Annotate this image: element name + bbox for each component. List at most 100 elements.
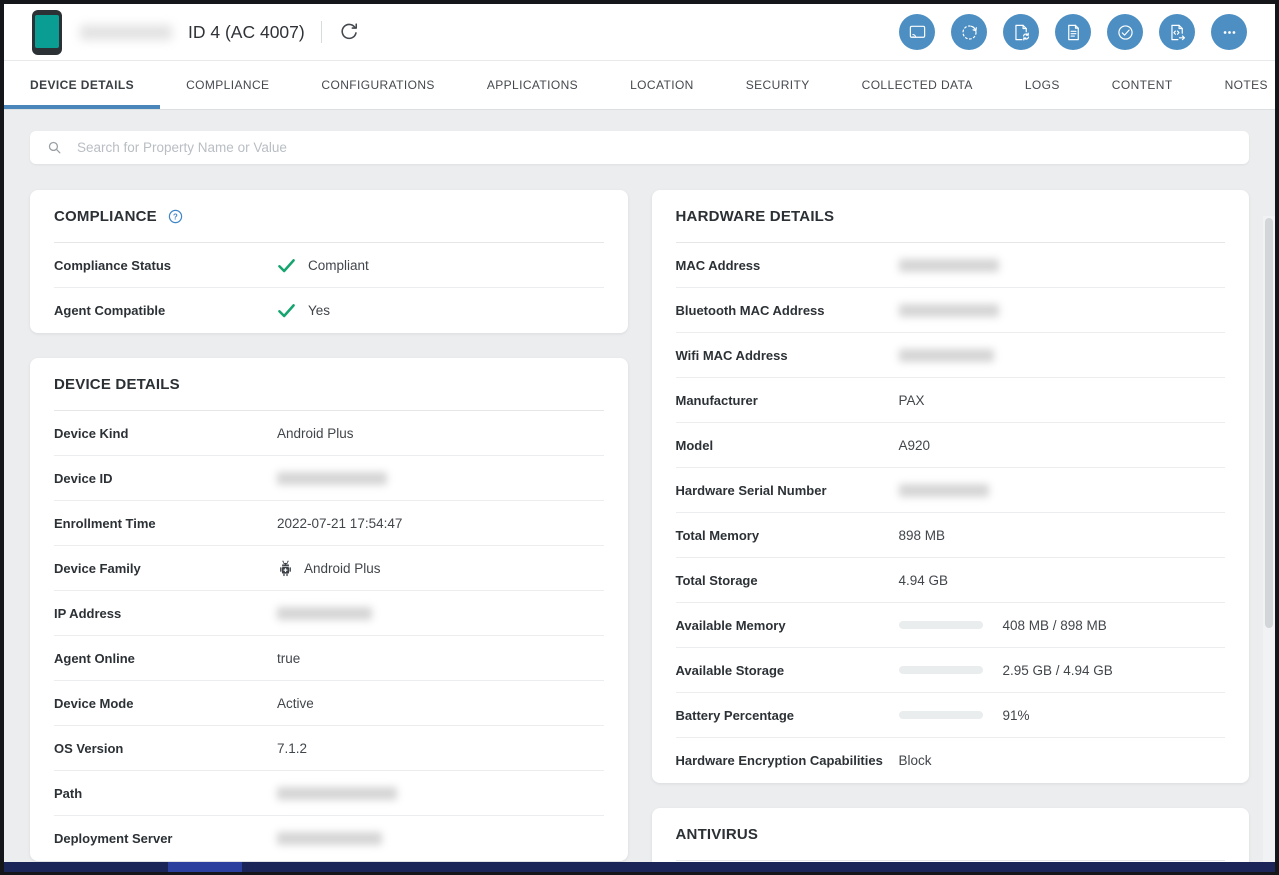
right-column: HARDWARE DETAILS MAC Address Bluetooth MAC… xyxy=(652,190,1250,862)
left-column: COMPLIANCE?Compliance StatusCompliantAge… xyxy=(30,190,628,862)
card-title: HARDWARE DETAILS xyxy=(676,190,1226,243)
property-value xyxy=(899,304,999,317)
device-header: ID 4 (AC 4007) xyxy=(4,4,1275,61)
redacted-value xyxy=(899,304,999,317)
vertical-scrollbar[interactable] xyxy=(1263,216,1275,862)
page-title: ID 4 (AC 4007) xyxy=(188,22,305,43)
tab-logs[interactable]: LOGS xyxy=(999,61,1086,109)
property-row: Available Memory408 MB / 898 MB xyxy=(676,603,1226,648)
redacted-value xyxy=(899,484,989,497)
property-label: Agent Online xyxy=(54,651,277,666)
redacted-value xyxy=(899,349,994,362)
send-script-icon xyxy=(1168,23,1187,42)
smartphone-icon xyxy=(32,10,62,55)
property-row: Bluetooth MAC Address xyxy=(676,288,1226,333)
android-icon xyxy=(277,559,294,578)
property-search xyxy=(30,131,1249,164)
property-label: Device Kind xyxy=(54,426,277,441)
card-device-details: DEVICE DETAILSDevice KindAndroid PlusDev… xyxy=(30,358,628,861)
tab-location[interactable]: LOCATION xyxy=(604,61,720,109)
check-in-button[interactable] xyxy=(951,14,987,50)
property-value: 91% xyxy=(899,708,1030,723)
tab-security[interactable]: SECURITY xyxy=(720,61,836,109)
property-value xyxy=(277,787,397,800)
redacted-value xyxy=(899,259,999,272)
remote-view-button[interactable] xyxy=(899,14,935,50)
property-row: Wifi MAC Address xyxy=(676,333,1226,378)
property-row: Path xyxy=(54,771,604,816)
property-row: Enrollment Time2022-07-21 17:54:47 xyxy=(54,501,604,546)
device-tabs: DEVICE DETAILSCOMPLIANCECONFIGURATIONSAP… xyxy=(4,61,1275,110)
property-row: Deployment Server xyxy=(54,816,604,861)
property-row: Device FamilyAndroid Plus xyxy=(54,546,604,591)
tab-notes[interactable]: NOTES xyxy=(1199,61,1275,109)
scrollbar-thumb[interactable] xyxy=(1265,218,1273,628)
send-script-button[interactable] xyxy=(1159,14,1195,50)
check-circle-button[interactable] xyxy=(1107,14,1143,50)
property-label: Device ID xyxy=(54,471,277,486)
property-value: 2022-07-21 17:54:47 xyxy=(277,516,402,531)
device-name-redacted xyxy=(80,25,172,40)
property-label: MAC Address xyxy=(676,258,899,273)
redacted-value xyxy=(277,607,372,620)
property-value xyxy=(899,349,994,362)
header-divider xyxy=(321,21,322,43)
tab-compliance[interactable]: COMPLIANCE xyxy=(160,61,295,109)
check-icon xyxy=(277,303,296,318)
property-value: 898 MB xyxy=(899,528,946,543)
property-label: Deployment Server xyxy=(54,831,277,846)
property-value xyxy=(277,832,382,845)
help-icon[interactable]: ? xyxy=(167,208,184,225)
property-row: Total Memory898 MB xyxy=(676,513,1226,558)
property-label: Bluetooth MAC Address xyxy=(676,303,899,318)
property-value xyxy=(277,472,387,485)
property-value: Yes xyxy=(277,303,330,318)
property-label: Enrollment Time xyxy=(54,516,277,531)
search-input[interactable] xyxy=(77,140,1233,155)
device-details-panel: COMPLIANCE?Compliance StatusCompliantAge… xyxy=(4,110,1275,862)
file-sync-button[interactable] xyxy=(1003,14,1039,50)
property-label: IP Address xyxy=(54,606,277,621)
app-window: ID 4 (AC 4007) DEVICE DETAILSCOMPLIANCEC… xyxy=(4,4,1275,862)
remote-view-icon xyxy=(908,23,927,42)
tab-device-details[interactable]: DEVICE DETAILS xyxy=(4,61,160,109)
property-label: Device Mode xyxy=(54,696,277,711)
tab-configurations[interactable]: CONFIGURATIONS xyxy=(295,61,460,109)
property-value: A920 xyxy=(899,438,931,453)
card-title: COMPLIANCE? xyxy=(54,190,604,243)
property-row: OS Version7.1.2 xyxy=(54,726,604,771)
more-options-icon xyxy=(1220,23,1239,42)
property-value: 4.94 GB xyxy=(899,573,949,588)
redacted-value xyxy=(277,832,382,845)
tab-content[interactable]: CONTENT xyxy=(1086,61,1199,109)
report-button[interactable] xyxy=(1055,14,1091,50)
header-actions xyxy=(883,14,1247,50)
tab-collected-data[interactable]: COLLECTED DATA xyxy=(836,61,999,109)
property-row: Hardware Serial Number xyxy=(676,468,1226,513)
more-options-button[interactable] xyxy=(1211,14,1247,50)
check-in-icon xyxy=(960,23,979,42)
refresh-icon[interactable] xyxy=(338,21,360,43)
property-value: 7.1.2 xyxy=(277,741,307,756)
card-title: DEVICE DETAILS xyxy=(54,358,604,411)
tab-applications[interactable]: APPLICATIONS xyxy=(461,61,604,109)
property-row: ModelA920 xyxy=(676,423,1226,468)
property-label: Wifi MAC Address xyxy=(676,348,899,363)
property-label: Device Family xyxy=(54,561,277,576)
property-row: IP Address xyxy=(54,591,604,636)
property-row: MAC Address xyxy=(676,243,1226,288)
file-sync-icon xyxy=(1012,23,1031,42)
card-hardware-details: HARDWARE DETAILS MAC Address Bluetooth MAC… xyxy=(652,190,1250,783)
property-label: Compliance Status xyxy=(54,258,277,273)
property-label: Agent Compatible xyxy=(54,303,277,318)
property-label: OS Version xyxy=(54,741,277,756)
property-row: Device ID xyxy=(54,456,604,501)
property-row: Hardware Encryption CapabilitiesBlock xyxy=(676,738,1226,783)
property-value: Active xyxy=(277,696,314,711)
property-label: Manufacturer xyxy=(676,393,899,408)
property-row: Device ModeActive xyxy=(54,681,604,726)
svg-text:?: ? xyxy=(173,212,178,221)
property-label: Path xyxy=(54,786,277,801)
property-row: Available Storage2.95 GB / 4.94 GB xyxy=(676,648,1226,693)
search-icon xyxy=(46,139,63,156)
